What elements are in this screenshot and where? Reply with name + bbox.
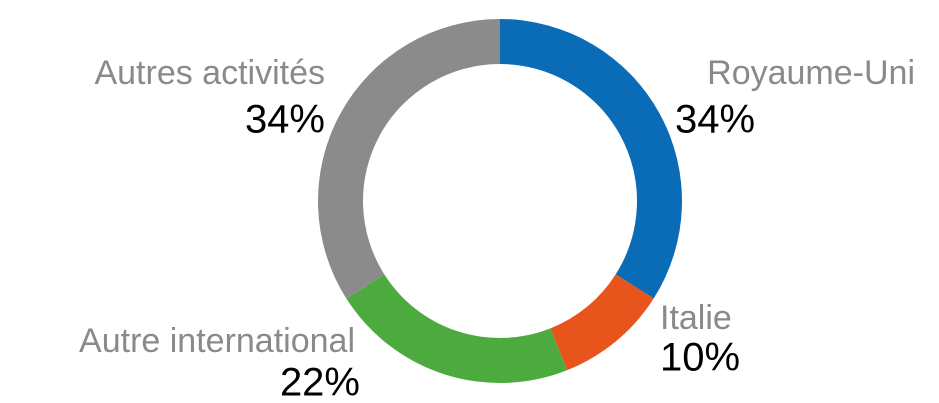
slice-label: Italie bbox=[660, 299, 732, 337]
slice-label: Autres activités bbox=[94, 54, 325, 92]
value-label: 22% bbox=[280, 361, 360, 403]
donut-slice bbox=[318, 19, 500, 299]
donut-slice bbox=[346, 274, 567, 384]
value-label: 34% bbox=[245, 98, 325, 142]
value-label: 34% bbox=[675, 98, 755, 142]
donut-slice bbox=[550, 274, 654, 371]
slice-label: Royaume-Uni bbox=[707, 54, 915, 92]
value-label: 10% bbox=[660, 336, 740, 380]
donut-slice bbox=[500, 19, 682, 299]
slice-label: Autre international bbox=[79, 322, 355, 360]
